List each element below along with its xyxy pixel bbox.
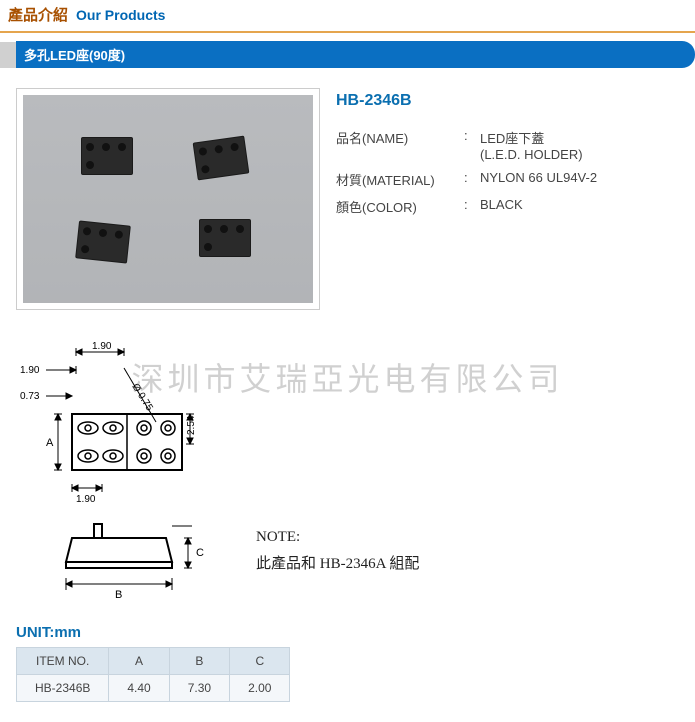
dim-190a: 1.90 [92, 341, 112, 352]
dimension-table: ITEM NO. A B C HB-2346B 4.40 7.30 2.00 [16, 647, 290, 702]
dim-A: A [46, 437, 54, 449]
table-header-row: ITEM NO. A B C [17, 648, 290, 675]
photo-chip [199, 219, 251, 257]
table-header: C [230, 648, 290, 675]
spec-colon: : [464, 170, 480, 189]
table-header: A [109, 648, 169, 675]
dim-190-bottom: 1.90 [76, 494, 96, 505]
spec-label-name: 品名(NAME) [336, 128, 464, 162]
table-header: ITEM NO. [17, 648, 109, 675]
table-row: HB-2346B 4.40 7.30 2.00 [17, 675, 290, 702]
table-cell: 7.30 [169, 675, 229, 702]
table-cell: HB-2346B [17, 675, 109, 702]
header-title-zh: 產品介紹 [8, 4, 68, 25]
sub-bar: 多孔LED座(90度) [0, 41, 695, 68]
photo-chip [81, 137, 133, 175]
table-cell: 2.00 [230, 675, 290, 702]
note-title: NOTE: [256, 524, 419, 551]
top-view-diagram: 1.90 1.90 0.73 Ø 0.75 [16, 340, 236, 510]
spec-value-material: NYLON 66 UL94V-2 [480, 170, 679, 189]
header-title-en: Our Products [76, 7, 165, 23]
header-underline [0, 31, 695, 33]
spec-value-name: LED座下蓋 (L.E.D. HOLDER) [480, 128, 679, 162]
side-view-diagram: B C [16, 518, 216, 608]
dim-190b: 1.90 [20, 365, 40, 376]
dim-254: 2.54 [186, 415, 197, 435]
spec-label-material: 材質(MATERIAL) [336, 170, 464, 189]
unit-label: UNIT:mm [0, 624, 695, 647]
dim-073: 0.73 [20, 391, 40, 402]
spec-colon: : [464, 197, 480, 216]
spec-value-color: BLACK [480, 197, 679, 216]
photo-chip [75, 220, 131, 263]
product-model: HB-2346B [336, 92, 679, 110]
dim-075: Ø 0.75 [129, 382, 154, 414]
photo-chip [193, 136, 250, 181]
subbar-left-block [0, 42, 16, 68]
subbar-title: 多孔LED座(90度) [16, 41, 695, 68]
product-photo-frame [16, 88, 320, 310]
dim-B: B [115, 589, 122, 601]
note-body: 此產品和 HB-2346A 組配 [256, 551, 419, 578]
product-photo [23, 95, 313, 303]
table-header: B [169, 648, 229, 675]
table-cell: 4.40 [109, 675, 169, 702]
spec-colon: : [464, 128, 480, 162]
spec-label-color: 顏色(COLOR) [336, 197, 464, 216]
dim-C: C [196, 547, 204, 559]
